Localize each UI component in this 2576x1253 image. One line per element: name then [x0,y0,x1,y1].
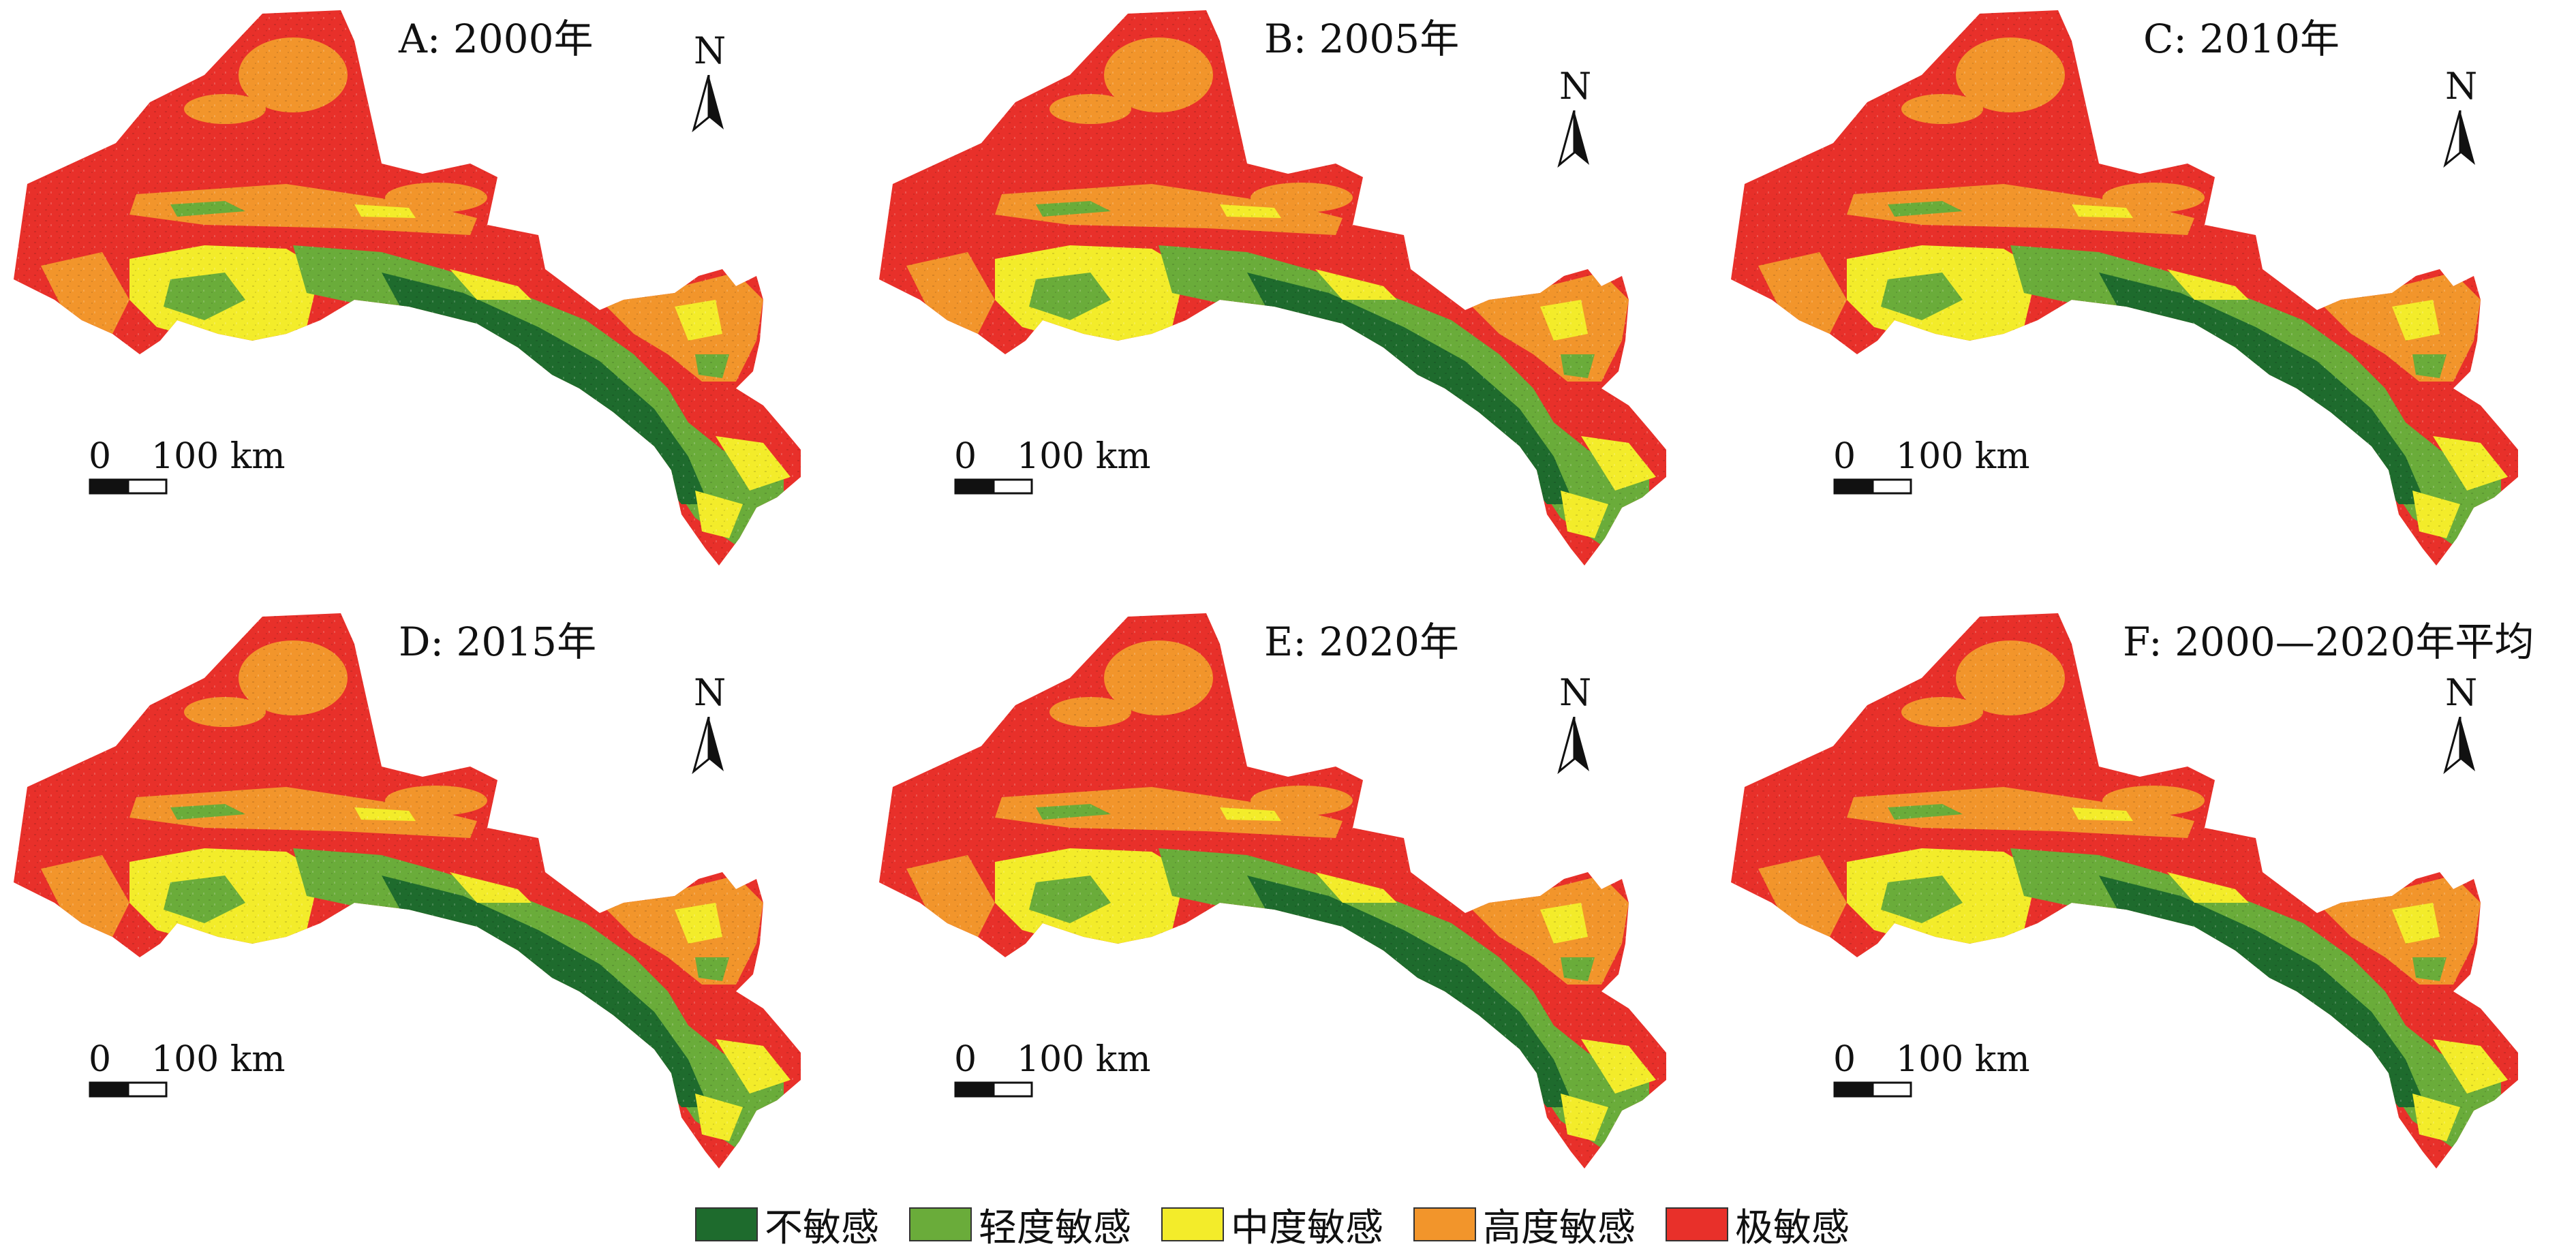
legend-swatch [1413,1207,1476,1241]
scale-zero: 0 [89,436,112,477]
legend-label: 高度敏感 [1483,1205,1636,1250]
legend-item-slightly-sensitive: 轻度敏感 [909,1197,1131,1252]
scale-bar: 0 100 km [954,436,1151,495]
panel-title: F: 2000—2020年平均 [2123,619,2534,665]
map-panel-d: D: 2015年 N 0 100 km [0,603,859,1203]
scale-bar: 0 100 km [89,1039,286,1098]
scale-zero: 0 [954,436,977,477]
map-panel-b: B: 2005年 N 0 100 km [865,0,1724,600]
scale-distance: 100 km [1896,436,2030,477]
north-label: N [694,29,726,72]
legend-item-extremely-sensitive: 极敏感 [1666,1197,1850,1252]
scale-bar: 0 100 km [89,436,286,495]
scale-distance: 100 km [1017,1039,1151,1080]
legend-label: 极敏感 [1735,1205,1850,1250]
panel-title: A: 2000年 [399,16,594,62]
scale-zero: 0 [1833,1039,1856,1080]
panel-title: C: 2010年 [2143,16,2340,62]
map-panel-c: C: 2010年 N 0 100 km [1717,0,2576,600]
legend-label: 不敏感 [765,1205,879,1250]
scale-distance: 100 km [151,1039,286,1080]
north-label: N [2445,671,2478,714]
scale-distance: 100 km [1017,436,1151,477]
map-panel-f: F: 2000—2020年平均 N 0 100 km [1717,603,2576,1203]
north-arrow-icon: N [1554,675,1601,777]
north-label: N [1559,671,1592,714]
map-panel-a: A: 2000年 N 0 100 km [0,0,859,600]
legend-swatch [1161,1207,1224,1241]
north-arrow-icon: N [688,33,736,135]
legend-swatch [909,1207,972,1241]
legend-swatch [695,1207,758,1241]
scale-distance: 100 km [151,436,286,477]
scale-bar: 0 100 km [1833,436,2030,495]
legend-swatch [1666,1207,1728,1241]
legend-item-moderately-sensitive: 中度敏感 [1161,1197,1383,1252]
legend-label: 轻度敏感 [979,1205,1131,1250]
scale-zero: 0 [89,1039,112,1080]
map-panel-e: E: 2020年 N 0 100 km [865,603,1724,1203]
panel-title: E: 2020年 [1264,619,1459,665]
north-arrow-icon: N [2440,675,2487,777]
scale-zero: 0 [954,1039,977,1080]
scale-bar: 0 100 km [954,1039,1151,1098]
scale-bar: 0 100 km [1833,1039,2030,1098]
legend-label: 中度敏感 [1231,1205,1383,1250]
north-arrow-icon: N [2440,68,2487,170]
scale-distance: 100 km [1896,1039,2030,1080]
north-arrow-icon: N [688,675,736,777]
panel-title: D: 2015年 [399,619,597,665]
north-arrow-icon: N [1554,68,1601,170]
scale-zero: 0 [1833,436,1856,477]
panel-title: B: 2005年 [1264,16,1460,62]
legend-item-highly-sensitive: 高度敏感 [1413,1197,1636,1252]
north-label: N [694,671,726,714]
map-legend: 不敏感 轻度敏感 中度敏感 高度敏感 极敏感 [695,1201,1880,1250]
legend-item-not-sensitive: 不敏感 [695,1197,879,1252]
north-label: N [2445,65,2478,108]
north-label: N [1559,65,1592,108]
